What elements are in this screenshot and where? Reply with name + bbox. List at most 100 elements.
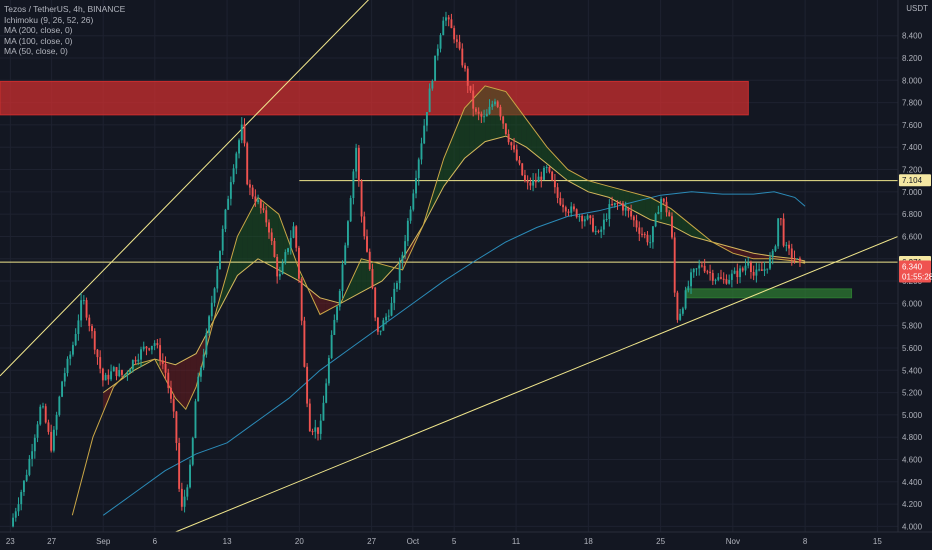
cloud-segment [701, 233, 708, 241]
candle-body [436, 48, 439, 56]
candle-body [33, 437, 36, 452]
x-tick-label: 5 [452, 537, 457, 546]
x-tick-label: 18 [584, 537, 593, 546]
x-tick-label: Oct [407, 537, 420, 546]
candle-body [532, 180, 535, 186]
cloud-segment [567, 169, 573, 184]
cloud-segment [639, 194, 646, 217]
candle-body [159, 345, 162, 361]
cloud-segment [247, 207, 253, 268]
candle-body [472, 90, 475, 109]
candle-body [44, 406, 47, 423]
cloud-segment [185, 356, 191, 410]
candle-body [58, 396, 61, 415]
candle-body [396, 283, 398, 289]
candle-body [42, 406, 44, 408]
candle-body [91, 326, 93, 332]
candle-body [717, 277, 720, 280]
candle-body [562, 204, 565, 208]
candle-body [322, 402, 325, 421]
candle-body [578, 215, 581, 218]
candle-body [785, 244, 788, 246]
candle-body [281, 262, 284, 274]
candle-body [175, 411, 178, 443]
candle-body [319, 420, 322, 434]
candle-body [278, 273, 281, 277]
candle-body [523, 175, 526, 181]
cloud-segment [578, 175, 584, 190]
candle-body [730, 273, 733, 280]
candle-body [458, 41, 461, 49]
candle-body [156, 343, 159, 346]
candle-body [466, 68, 469, 86]
candle-body [643, 234, 646, 236]
candle-body [371, 269, 374, 288]
candle-body [254, 196, 257, 203]
candle-body [292, 226, 295, 238]
cloud-segment [237, 226, 243, 276]
candle-body [126, 372, 129, 375]
x-tick-label: Nov [726, 537, 740, 546]
candle-body [406, 220, 409, 242]
candle-body [248, 184, 251, 188]
cloud-segment [387, 265, 393, 276]
candle-body [336, 306, 339, 320]
candle-body [240, 124, 243, 141]
cloud-segment [526, 119, 532, 152]
candle-body [592, 218, 594, 232]
candle-body [387, 315, 390, 317]
candle-body [219, 250, 221, 270]
moving-average-line [71, 85, 806, 516]
candle-body [583, 219, 586, 222]
candle-body [123, 374, 126, 376]
candle-body [118, 370, 121, 377]
cloud-segment [345, 281, 351, 301]
candle-body [142, 346, 145, 350]
candle-body [766, 268, 769, 270]
candle-body [121, 370, 123, 375]
candle-body [276, 256, 279, 277]
y-tick-label: 7.200 [902, 166, 923, 175]
candle-body [66, 358, 69, 374]
candle-body [464, 65, 466, 69]
cloud-segment [490, 87, 496, 141]
candle-body [273, 240, 276, 257]
candle-body [534, 180, 537, 183]
candle-body [692, 268, 695, 273]
cloud-segment [180, 359, 186, 410]
candle-body [632, 216, 635, 221]
candle-body [210, 302, 213, 317]
candle-body [605, 218, 608, 220]
cloud-segment [521, 112, 527, 148]
candle-body [641, 233, 643, 235]
chart-legend: Tezos / TetherUS, 4h, BINANCE Ichimoku (… [4, 4, 125, 57]
candle-body [88, 317, 91, 327]
cloud-segment [459, 108, 465, 166]
cloud-segment [691, 225, 697, 238]
candle-body [82, 300, 85, 302]
candle-body [170, 387, 172, 399]
cloud-segment [190, 353, 197, 399]
cloud-segment [361, 258, 367, 293]
candle-body [741, 268, 744, 271]
candle-body [61, 381, 64, 397]
currency-label: USDT [906, 4, 928, 13]
candle-body [616, 202, 619, 204]
cloud-segment [258, 197, 264, 262]
candle-body [333, 319, 336, 335]
candle-body [431, 80, 434, 89]
x-tick-label: Sep [96, 537, 111, 546]
candle-body [483, 116, 486, 118]
x-tick-label: 27 [47, 537, 56, 546]
candle-body [771, 250, 774, 258]
candle-body [736, 270, 739, 278]
candle-body [202, 354, 205, 368]
cloud-segment [572, 172, 579, 187]
candle-body [747, 262, 750, 266]
candle-body [564, 207, 567, 212]
candle-body [297, 247, 300, 279]
candle-body [140, 349, 142, 360]
candle-body [186, 487, 189, 497]
candle-body [706, 271, 709, 273]
